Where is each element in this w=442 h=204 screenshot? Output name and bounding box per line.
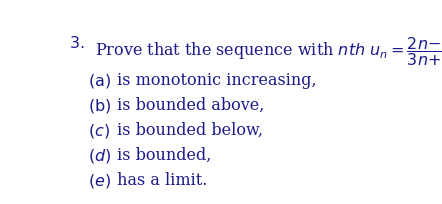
- Text: is bounded below,: is bounded below,: [112, 122, 263, 139]
- Text: is monotonic increasing,: is monotonic increasing,: [112, 72, 317, 89]
- Text: $(e)$: $(e)$: [88, 172, 111, 190]
- Text: $\mathrm{(b)}$: $\mathrm{(b)}$: [88, 97, 111, 115]
- Text: $(c)$: $(c)$: [88, 122, 110, 140]
- Text: $(d)$: $(d)$: [88, 147, 111, 165]
- Text: has a limit.: has a limit.: [112, 172, 208, 189]
- Text: $3.$: $3.$: [69, 35, 84, 52]
- Text: is bounded,: is bounded,: [112, 147, 212, 164]
- Text: is bounded above,: is bounded above,: [112, 97, 265, 114]
- Text: Prove that the sequence with $nth$ $u_n = \dfrac{2n{-}7}{3n{+}2}$: Prove that the sequence with $nth$ $u_n …: [95, 35, 442, 69]
- Text: $\mathrm{(a)}$: $\mathrm{(a)}$: [88, 72, 111, 90]
